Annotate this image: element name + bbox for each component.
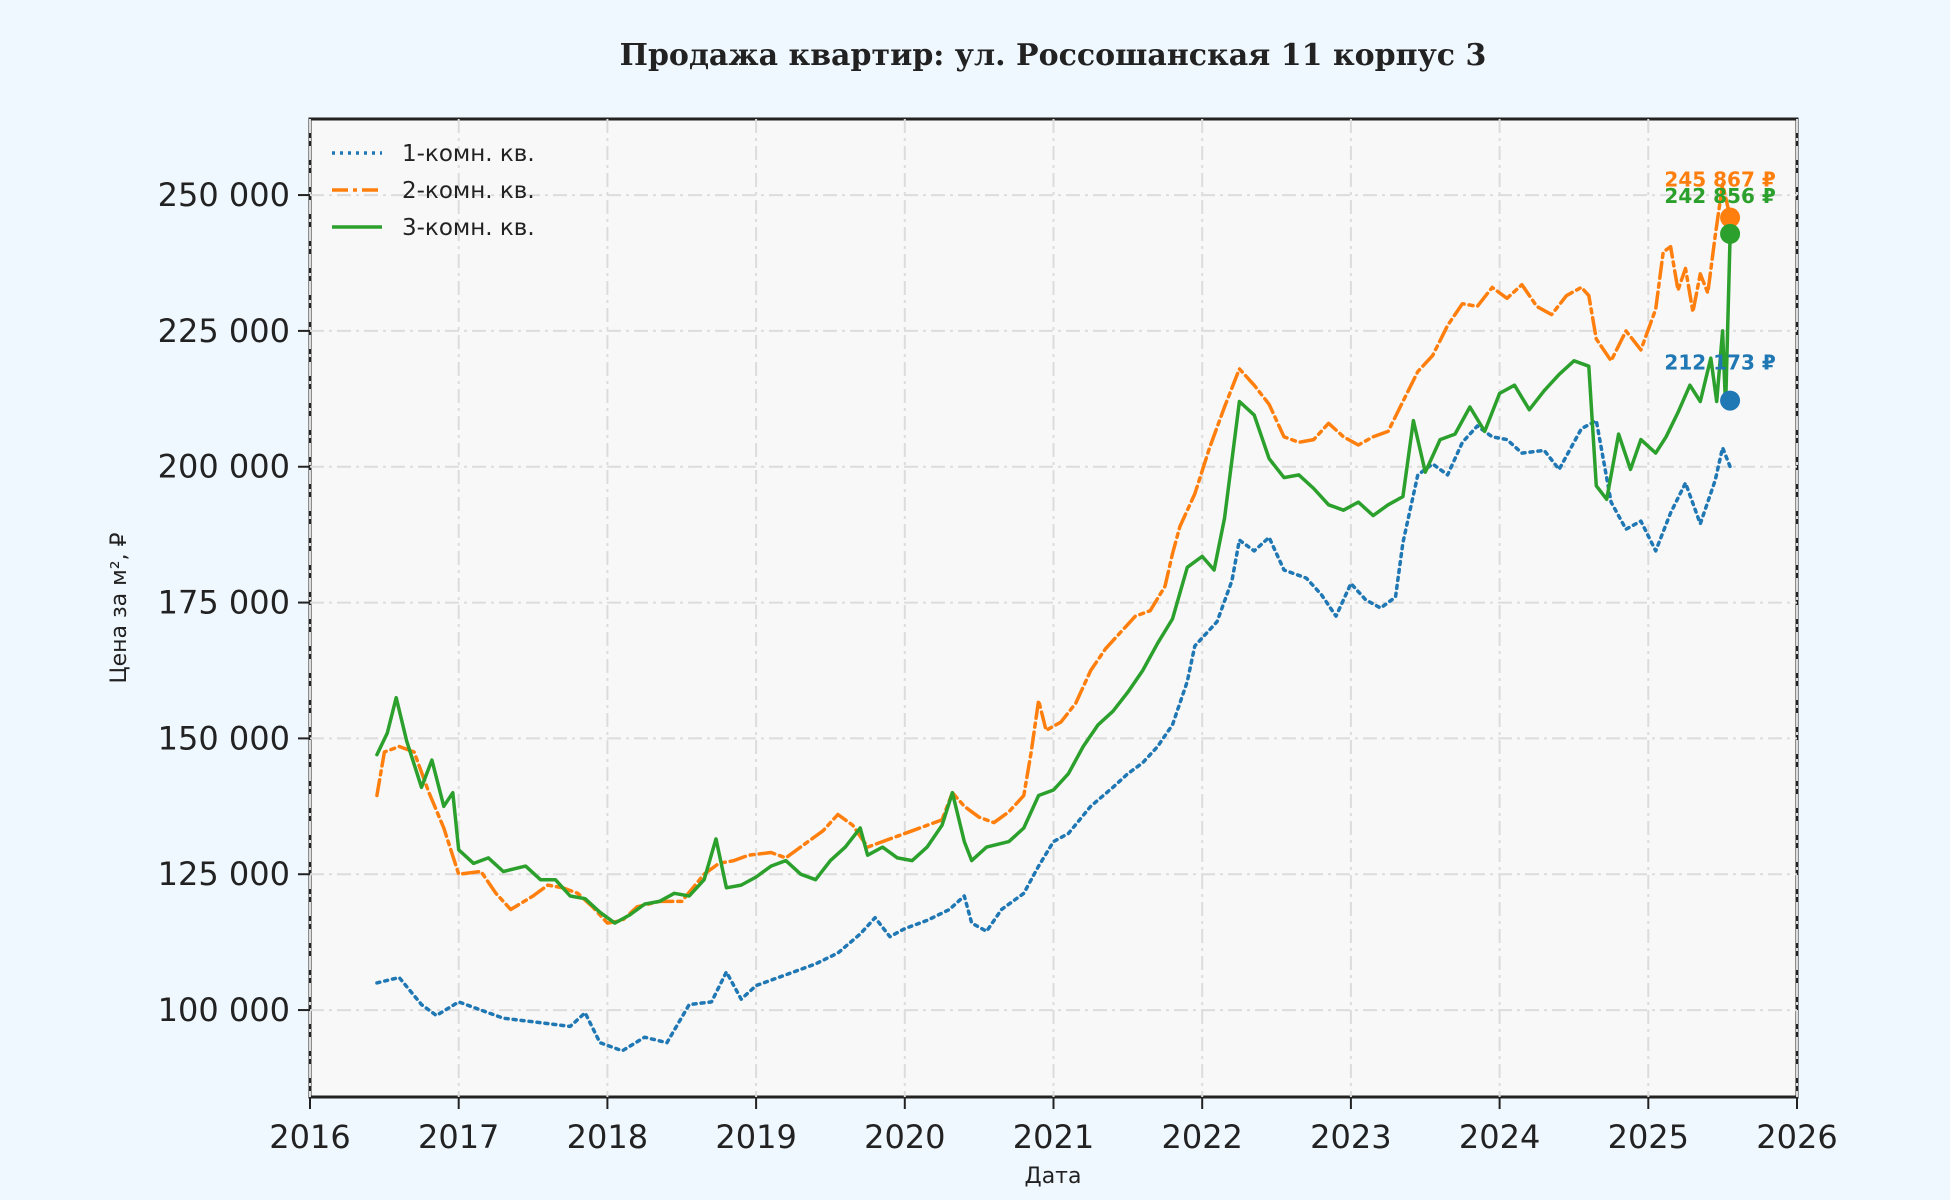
y-tick-label: 125 000 bbox=[158, 855, 290, 893]
endpoint-value-label: 245 867 ₽ bbox=[1664, 168, 1775, 192]
y-tick-label: 225 000 bbox=[158, 312, 290, 350]
series-line-3 bbox=[375, 234, 1732, 925]
y-tick-label: 250 000 bbox=[158, 176, 290, 214]
y-tick-label: 200 000 bbox=[158, 448, 290, 486]
x-tick-label: 2026 bbox=[1756, 1118, 1837, 1156]
x-axis-label: Дата bbox=[1025, 1164, 1082, 1189]
endpoint-value-label: 212 173 ₽ bbox=[1664, 351, 1775, 375]
legend-label: 2-комн. кв. bbox=[402, 178, 535, 204]
x-tick-label: 2020 bbox=[864, 1118, 945, 1156]
endpoint-markers: 212 173 ₽ 245 867 ₽242 856 ₽ bbox=[1664, 168, 1776, 411]
chart-title: Продажа квартир: ул. Россошанская 11 кор… bbox=[620, 38, 1487, 73]
x-tick-label: 2022 bbox=[1161, 1118, 1242, 1156]
legend-label: 3-комн. кв. bbox=[402, 215, 535, 241]
x-tick-label: 2021 bbox=[1013, 1118, 1094, 1156]
grid bbox=[309, 119, 1798, 1097]
x-tick-label: 2019 bbox=[715, 1118, 796, 1156]
axes: 100 000 125 000 150 000 175 000 200 000 225 0… bbox=[158, 176, 1838, 1156]
y-axis-label: Цена за м², ₽ bbox=[107, 532, 132, 683]
series-line-1 bbox=[375, 418, 1732, 1053]
endpoint-value-label: 242 856 ₽ bbox=[1664, 184, 1775, 208]
x-tick-label: 2025 bbox=[1608, 1118, 1689, 1156]
x-tick-label: 2017 bbox=[418, 1118, 499, 1156]
x-tick-label: 2024 bbox=[1459, 1118, 1540, 1156]
series-lines bbox=[375, 182, 1732, 1053]
y-tick-label: 175 000 bbox=[158, 584, 290, 622]
x-tick-label: 2018 bbox=[567, 1118, 648, 1156]
endpoint-marker-2 bbox=[1720, 207, 1741, 228]
x-tick-label: 2023 bbox=[1310, 1118, 1391, 1156]
endpoint-marker-3 bbox=[1720, 223, 1741, 244]
legend: 1-комн. кв. 2-комн. кв. 3-комн. кв. bbox=[332, 141, 535, 241]
y-tick-label: 150 000 bbox=[158, 719, 290, 757]
y-tick-label: 100 000 bbox=[158, 991, 290, 1029]
legend-label: 1-комн. кв. bbox=[402, 141, 535, 167]
x-tick-label: 2016 bbox=[269, 1118, 350, 1156]
endpoint-marker-1 bbox=[1720, 390, 1741, 411]
